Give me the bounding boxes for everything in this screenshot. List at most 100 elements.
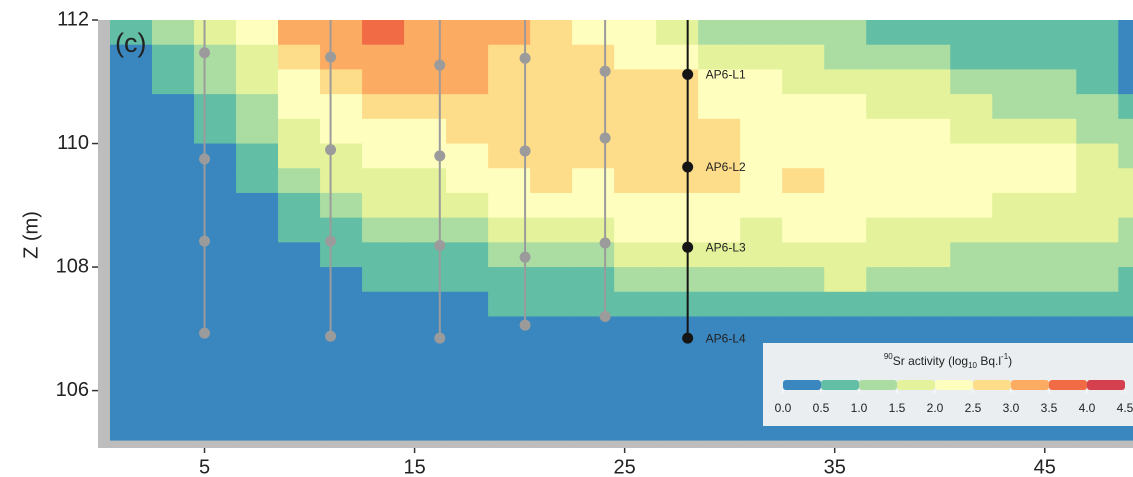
sample-point: [599, 237, 611, 249]
cell: [1118, 316, 1133, 342]
cell: [572, 143, 615, 169]
cell: [614, 390, 657, 416]
cell: [446, 69, 489, 95]
point-label: AP6-L3: [706, 240, 746, 254]
cell: [614, 242, 657, 268]
sample-point: [682, 68, 694, 80]
cell: [488, 94, 531, 120]
sample-point: [199, 327, 211, 339]
cell: [278, 217, 321, 243]
cell: [446, 143, 489, 169]
cell: [446, 415, 489, 441]
cell: [530, 217, 573, 243]
cell: [236, 390, 279, 416]
sample-point: [599, 310, 611, 322]
sample-point: [682, 241, 694, 253]
cell: [110, 94, 153, 120]
colorbar-label: 3.5: [1041, 401, 1058, 415]
cell: [488, 168, 531, 194]
cell: [656, 217, 699, 243]
colorbar-segment: [783, 380, 821, 390]
cell: [614, 291, 657, 318]
cell: [782, 118, 825, 145]
cell: [236, 267, 279, 293]
sample-point: [199, 47, 211, 59]
cell: [446, 192, 489, 219]
colorbar-segment: [1011, 380, 1049, 390]
cell: [698, 20, 741, 46]
cell: [1076, 168, 1119, 194]
cell: [1034, 291, 1077, 318]
cell: [572, 94, 615, 120]
cell: [152, 291, 195, 318]
cell: [320, 69, 363, 95]
cell: [152, 69, 195, 95]
cell: [614, 94, 657, 120]
cell: [950, 143, 993, 169]
cell: [488, 415, 531, 441]
cell: [782, 242, 825, 268]
cell: [950, 94, 993, 120]
cell: [110, 242, 153, 268]
cell: [824, 168, 867, 194]
cell: [740, 192, 783, 219]
cell: [278, 415, 321, 441]
sample-point: [599, 132, 611, 144]
cell: [152, 118, 195, 145]
cell: [194, 390, 237, 416]
cell: [488, 291, 531, 318]
cell: [824, 20, 867, 46]
colorbar-label: 2.0: [927, 401, 944, 415]
cell: [152, 341, 195, 367]
cell: [362, 44, 405, 71]
cell: [782, 217, 825, 243]
cell: [194, 44, 237, 71]
cell: [362, 316, 405, 342]
colorbar-segment: [1087, 380, 1125, 390]
cell: [110, 341, 153, 367]
cell: [824, 192, 867, 219]
cell: [614, 20, 657, 46]
cell: [740, 69, 783, 95]
cell: [278, 365, 321, 392]
cell: [446, 118, 489, 145]
cell: [782, 267, 825, 293]
cell: [992, 316, 1035, 342]
cell: [152, 44, 195, 71]
cell: [1076, 94, 1119, 120]
sample-point: [325, 330, 337, 342]
cell: [194, 168, 237, 194]
cell: [740, 242, 783, 268]
cell: [110, 267, 153, 293]
cell: [614, 118, 657, 145]
cell: [446, 267, 489, 293]
cell: [278, 168, 321, 194]
cell: [1034, 94, 1077, 120]
sample-point: [682, 332, 694, 344]
legend-title-part: Sr activity (log: [893, 354, 968, 368]
cell: [656, 291, 699, 318]
cell: [740, 267, 783, 293]
cell: [362, 168, 405, 194]
legend-title-part: -1: [1001, 352, 1009, 361]
y-tick-label: 106: [56, 379, 89, 401]
cell: [1034, 192, 1077, 219]
cell: [992, 217, 1035, 243]
legend-title-part: ): [1008, 354, 1012, 368]
cell: [1118, 217, 1133, 243]
sample-point: [199, 235, 211, 247]
legend-title-part: Bq.l: [977, 354, 1001, 368]
cell: [782, 69, 825, 95]
cell: [866, 44, 909, 71]
sample-point: [325, 51, 337, 63]
cell: [1034, 143, 1077, 169]
cell: [1118, 118, 1133, 145]
cell: [194, 192, 237, 219]
cell: [698, 316, 741, 342]
cell: [614, 365, 657, 392]
cell: [908, 143, 951, 169]
cell: [446, 341, 489, 367]
cell: [194, 94, 237, 120]
cell: [866, 94, 909, 120]
cell: [1034, 217, 1077, 243]
